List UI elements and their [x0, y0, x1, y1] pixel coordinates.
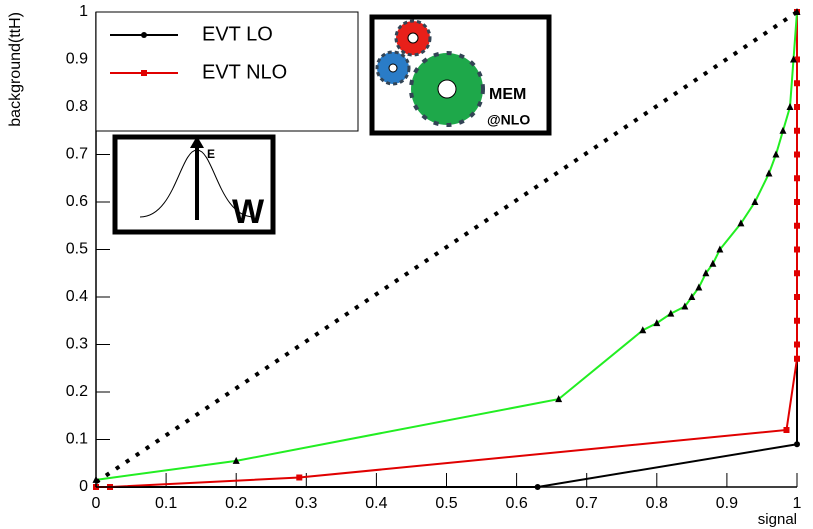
marker [794, 441, 800, 447]
marker [794, 80, 800, 86]
y-tick-label: 0.6 [66, 193, 88, 210]
marker [765, 170, 772, 177]
legend-marker [141, 70, 147, 76]
marker [794, 199, 800, 205]
x-tick-label: 0.5 [435, 495, 457, 512]
x-tick-label: 0 [92, 495, 101, 512]
y-tick-label: 0.1 [66, 431, 88, 448]
marker [783, 427, 789, 433]
marker [794, 175, 800, 181]
logo-mem-text: MEM [489, 86, 526, 103]
x-tick-label: 0.8 [646, 495, 668, 512]
x-tick-label: 0.7 [576, 495, 598, 512]
y-tick-label: 0.5 [66, 241, 88, 258]
legend-marker [141, 32, 147, 38]
marker [794, 270, 800, 276]
marker [772, 151, 779, 158]
y-axis-title: background(ttH) [7, 12, 24, 127]
logo-nlo-text: @NLO [487, 112, 530, 128]
x-tick-label: 0.9 [716, 495, 738, 512]
x-tick-label: 0.6 [505, 495, 527, 512]
y-tick-label: 0.3 [66, 336, 88, 353]
y-tick-label: 0.8 [66, 98, 88, 115]
marker [779, 127, 786, 134]
marker [794, 247, 800, 253]
y-tick-label: 0 [79, 478, 88, 495]
y-tick-label: 0.4 [66, 288, 88, 305]
logo-e: E [207, 147, 215, 161]
y-tick-label: 0.9 [66, 51, 88, 68]
x-tick-label: 0.3 [295, 495, 317, 512]
gear-hole [389, 64, 397, 72]
x-axis-title: signal [758, 511, 797, 528]
marker [794, 356, 800, 362]
marker [794, 104, 800, 110]
x-tick-label: 0.2 [225, 495, 247, 512]
legend-label: EVT LO [202, 23, 273, 45]
y-tick-label: 0.2 [66, 383, 88, 400]
gear-hole [408, 33, 418, 43]
x-tick-label: 0.4 [365, 495, 387, 512]
marker [794, 223, 800, 229]
marker [794, 152, 800, 158]
x-tick-label: 1 [793, 495, 802, 512]
logo-mem: MEM @NLO [372, 17, 549, 133]
logo-w: W [232, 193, 265, 231]
marker [794, 128, 800, 134]
marker [296, 475, 302, 481]
gear-hole [438, 80, 456, 98]
legend-label: EVT NLO [202, 61, 287, 83]
chart: signal background(ttH) 0 0.1 0.2 0.3 0.4 0.5 0… [0, 0, 813, 529]
marker [794, 294, 800, 300]
page: {"chart_data": {"type": "line", "x_label… [0, 0, 813, 529]
marker [794, 318, 800, 324]
y-tick-label: 0.7 [66, 146, 88, 163]
marker [794, 342, 800, 348]
x-tick-label: 0.1 [155, 495, 177, 512]
legend: EVT LO EVT NLO [96, 12, 358, 131]
marker [786, 103, 793, 110]
y-tick-label: 1 [79, 3, 88, 20]
logo-evt: E W [115, 136, 273, 232]
